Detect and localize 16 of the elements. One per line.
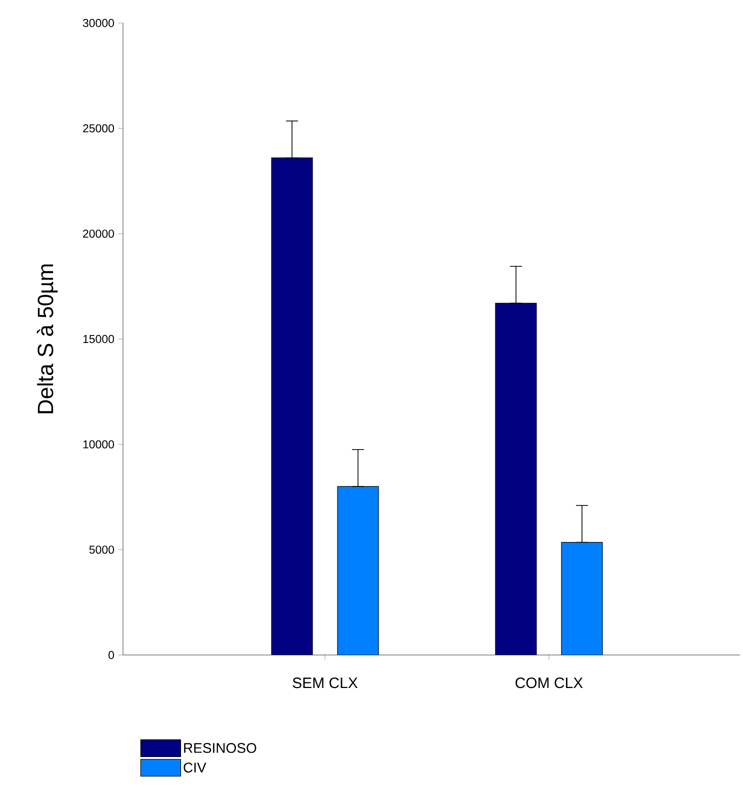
x-tick-label: SEM CLX [292,678,358,688]
y-axis-title: Delta S à 50µm [36,264,58,414]
x-tick-label: COM CLX [516,678,583,688]
bar [561,542,603,655]
y-tick-label: 15000 [83,334,114,344]
bar [338,486,379,655]
y-tick-label: 5000 [89,546,114,554]
y-tick-label: 20000 [83,230,114,238]
bar [272,158,313,655]
y-tick-label: 25000 [83,124,114,132]
y-tick-label: 30000 [82,18,114,28]
y-tick-label: 0 [108,650,114,660]
bar [495,302,537,655]
y-tick-label: 10000 [83,440,114,448]
legend-label: RESINOSO [184,743,256,753]
legend-label: CIV [184,762,206,773]
